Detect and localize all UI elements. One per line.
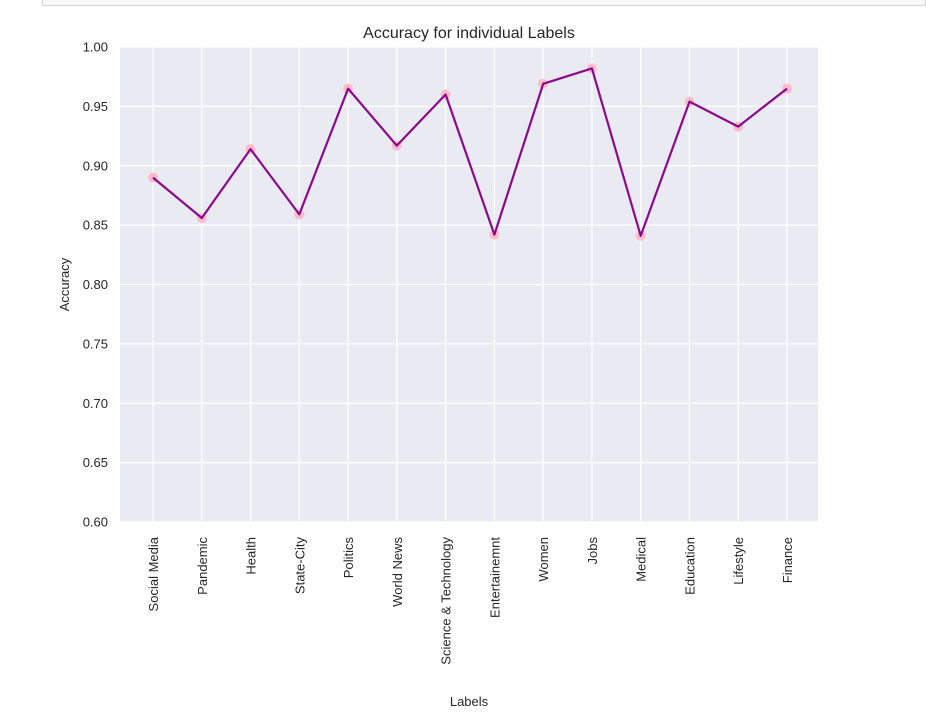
y-tick-labels: 0.60 0.65 0.70 0.75 0.80 0.85 0.90 0.95 1.00 [83,40,108,530]
x-tick-label: Jobs [585,537,600,565]
x-tick-label: Women [536,537,551,582]
x-tick-label: Health [244,537,259,575]
chart-title: Accuracy for individual Labels [363,25,575,42]
y-tick-label: 0.95 [83,99,108,114]
x-tick-label: Finance [780,537,795,583]
y-tick-label: 0.75 [83,336,108,351]
series-line [152,67,788,237]
x-tick-labels: Social Media Pandemic Health State-City Poli… [146,536,795,664]
x-tick-label: Pandemic [195,537,210,595]
x-tick-label: World News [390,537,405,607]
grid-lines [120,46,818,523]
y-tick-label: 0.85 [83,218,108,233]
y-tick-label: 0.80 [83,277,108,292]
y-tick-label: 0.65 [83,455,108,470]
x-axis-label: Labels [450,694,489,709]
x-tick-label: Education [682,537,697,595]
y-tick-label: 0.60 [83,515,108,530]
y-tick-label: 0.90 [83,158,108,173]
x-tick-label: Politics [341,537,356,579]
x-tick-label: Social Media [146,536,161,611]
x-tick-label: Lifestyle [731,537,746,585]
x-tick-label: Medical [634,537,649,582]
x-tick-label: State-City [292,537,307,595]
y-axis-label: Accuracy [57,257,72,311]
x-tick-label: Science & Technology [439,537,454,665]
y-tick-label: 1.00 [83,40,108,55]
y-tick-label: 0.70 [83,396,108,411]
x-tick-label: Entertainemnt [487,537,502,618]
